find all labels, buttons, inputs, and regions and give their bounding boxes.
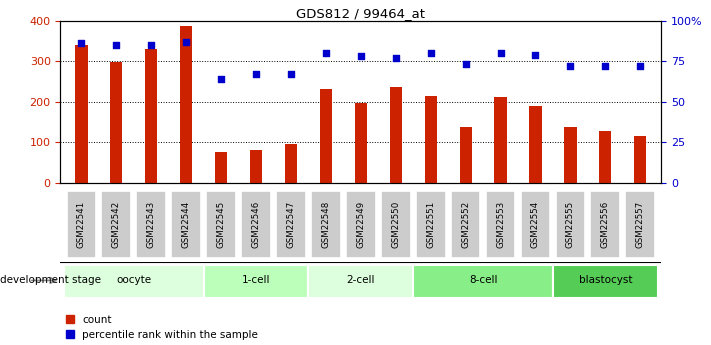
- FancyBboxPatch shape: [276, 191, 306, 258]
- Point: [215, 76, 227, 82]
- Bar: [599, 131, 611, 183]
- Point: [320, 50, 331, 56]
- Bar: [424, 96, 437, 183]
- Point: [599, 63, 611, 69]
- Point: [111, 42, 122, 48]
- Text: GSM22557: GSM22557: [636, 201, 645, 248]
- Point: [460, 62, 471, 67]
- Point: [181, 39, 192, 45]
- Text: GSM22543: GSM22543: [146, 201, 156, 248]
- Point: [495, 50, 506, 56]
- FancyBboxPatch shape: [67, 191, 96, 258]
- FancyBboxPatch shape: [413, 265, 553, 298]
- Point: [390, 55, 402, 61]
- FancyBboxPatch shape: [203, 265, 309, 298]
- Point: [250, 71, 262, 77]
- Bar: [634, 136, 646, 183]
- Point: [355, 53, 367, 59]
- Text: GSM22550: GSM22550: [391, 201, 400, 248]
- Text: GSM22548: GSM22548: [321, 201, 331, 248]
- Title: GDS812 / 99464_at: GDS812 / 99464_at: [296, 7, 425, 20]
- Bar: [320, 89, 332, 183]
- Bar: [459, 127, 471, 183]
- Text: 1-cell: 1-cell: [242, 275, 270, 285]
- Text: GSM22551: GSM22551: [426, 201, 435, 248]
- FancyBboxPatch shape: [241, 191, 271, 258]
- Point: [146, 42, 157, 48]
- Legend: count, percentile rank within the sample: count, percentile rank within the sample: [65, 315, 258, 340]
- FancyBboxPatch shape: [311, 191, 341, 258]
- Bar: [494, 97, 507, 183]
- Text: blastocyst: blastocyst: [579, 275, 632, 285]
- Text: GSM22553: GSM22553: [496, 201, 505, 248]
- Bar: [180, 26, 192, 183]
- FancyBboxPatch shape: [171, 191, 201, 258]
- Text: GSM22541: GSM22541: [77, 201, 86, 248]
- Bar: [565, 127, 577, 183]
- Bar: [390, 87, 402, 183]
- Text: GSM22546: GSM22546: [252, 201, 260, 248]
- Text: GSM22549: GSM22549: [356, 201, 365, 248]
- Point: [565, 63, 576, 69]
- Text: GSM22555: GSM22555: [566, 201, 575, 248]
- Text: 8-cell: 8-cell: [469, 275, 497, 285]
- Bar: [355, 104, 367, 183]
- FancyBboxPatch shape: [416, 191, 446, 258]
- Text: oocyte: oocyte: [116, 275, 151, 285]
- FancyBboxPatch shape: [553, 265, 658, 298]
- FancyBboxPatch shape: [64, 265, 203, 298]
- Text: GSM22547: GSM22547: [287, 201, 296, 248]
- Point: [635, 63, 646, 69]
- Bar: [250, 150, 262, 183]
- Bar: [215, 152, 228, 183]
- FancyBboxPatch shape: [555, 191, 585, 258]
- FancyBboxPatch shape: [381, 191, 411, 258]
- Point: [425, 50, 437, 56]
- FancyBboxPatch shape: [626, 191, 655, 258]
- Bar: [110, 62, 122, 183]
- Point: [285, 71, 296, 77]
- Text: GSM22552: GSM22552: [461, 201, 470, 248]
- Point: [75, 41, 87, 46]
- FancyBboxPatch shape: [591, 191, 620, 258]
- FancyBboxPatch shape: [137, 191, 166, 258]
- FancyBboxPatch shape: [309, 265, 413, 298]
- Bar: [145, 49, 157, 183]
- Text: development stage: development stage: [0, 275, 101, 285]
- Bar: [285, 144, 297, 183]
- Text: GSM22554: GSM22554: [531, 201, 540, 248]
- Text: GSM22556: GSM22556: [601, 201, 610, 248]
- Bar: [75, 45, 87, 183]
- FancyBboxPatch shape: [206, 191, 236, 258]
- FancyBboxPatch shape: [486, 191, 515, 258]
- FancyBboxPatch shape: [346, 191, 375, 258]
- Text: GSM22545: GSM22545: [217, 201, 225, 248]
- FancyBboxPatch shape: [451, 191, 481, 258]
- Text: GSM22542: GSM22542: [112, 201, 121, 248]
- Bar: [530, 106, 542, 183]
- Text: 2-cell: 2-cell: [346, 275, 375, 285]
- Point: [530, 52, 541, 58]
- FancyBboxPatch shape: [102, 191, 131, 258]
- Text: GSM22544: GSM22544: [182, 201, 191, 248]
- FancyBboxPatch shape: [520, 191, 550, 258]
